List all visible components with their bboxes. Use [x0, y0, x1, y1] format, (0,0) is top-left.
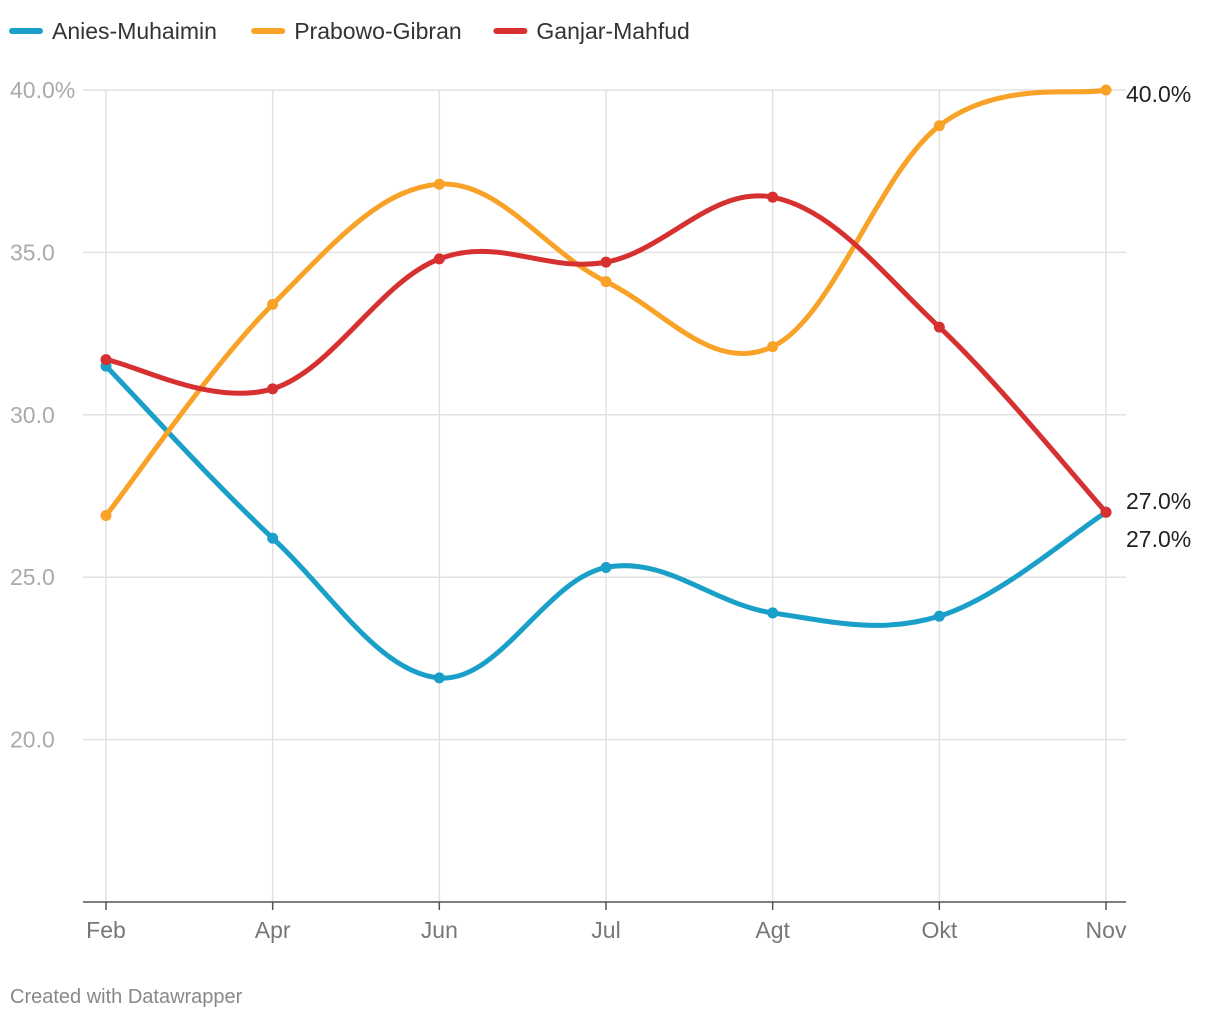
- data-point: [267, 532, 279, 544]
- data-point: [933, 610, 945, 622]
- legend-label: Prabowo-Gibran: [294, 18, 461, 44]
- y-tick-label: 20.0: [10, 727, 55, 753]
- data-point: [600, 256, 612, 268]
- legend-label: Ganjar-Mahfud: [536, 18, 689, 44]
- data-point: [600, 561, 612, 573]
- legend: Anies-Muhaimin Prabowo-Gibran Ganjar-Mahfu…: [9, 18, 690, 44]
- grid: [83, 89, 1126, 902]
- x-tick-label: Okt: [921, 917, 957, 943]
- data-point: [600, 276, 612, 288]
- y-tick-label: 40.0%: [10, 77, 75, 103]
- y-tick-label: 30.0: [10, 402, 55, 428]
- data-point: [267, 383, 279, 395]
- end-labels: 40.0% 27.0% 27.0%: [1126, 81, 1191, 552]
- y-tick-label: 35.0: [10, 239, 55, 265]
- x-tick-label: Jul: [591, 917, 620, 943]
- end-label: 40.0%: [1126, 81, 1191, 107]
- data-point: [767, 607, 779, 619]
- end-label: 27.0%: [1126, 526, 1191, 552]
- x-tick-label: Nov: [1086, 917, 1127, 943]
- x-axis: Feb Apr Jun Jul Agt Okt Nov: [83, 901, 1127, 943]
- data-point: [433, 672, 445, 684]
- x-tick-label: Feb: [86, 917, 126, 943]
- legend-item: Prabowo-Gibran: [251, 18, 462, 44]
- end-label: 27.0%: [1126, 488, 1191, 514]
- data-point: [267, 298, 279, 310]
- data-point: [767, 191, 779, 203]
- data-point: [100, 354, 112, 366]
- data-points: [100, 84, 1112, 684]
- y-axis: 40.0% 35.0 30.0 25.0 20.0: [10, 77, 75, 753]
- data-point: [933, 120, 945, 132]
- legend-item: Anies-Muhaimin: [9, 18, 217, 44]
- data-point: [933, 321, 945, 333]
- data-point: [433, 253, 445, 265]
- data-point: [767, 341, 779, 353]
- x-tick-label: Agt: [755, 917, 790, 943]
- credit-text: Created with Datawrapper: [10, 986, 243, 1008]
- x-tick-label: Jun: [421, 917, 458, 943]
- data-point: [433, 178, 445, 190]
- data-point: [1100, 506, 1112, 518]
- x-tick-label: Apr: [255, 917, 291, 943]
- legend-item: Ganjar-Mahfud: [493, 18, 690, 44]
- legend-label: Anies-Muhaimin: [52, 18, 217, 44]
- data-point: [100, 509, 112, 521]
- y-tick-label: 25.0: [10, 564, 55, 590]
- data-point: [1100, 84, 1112, 96]
